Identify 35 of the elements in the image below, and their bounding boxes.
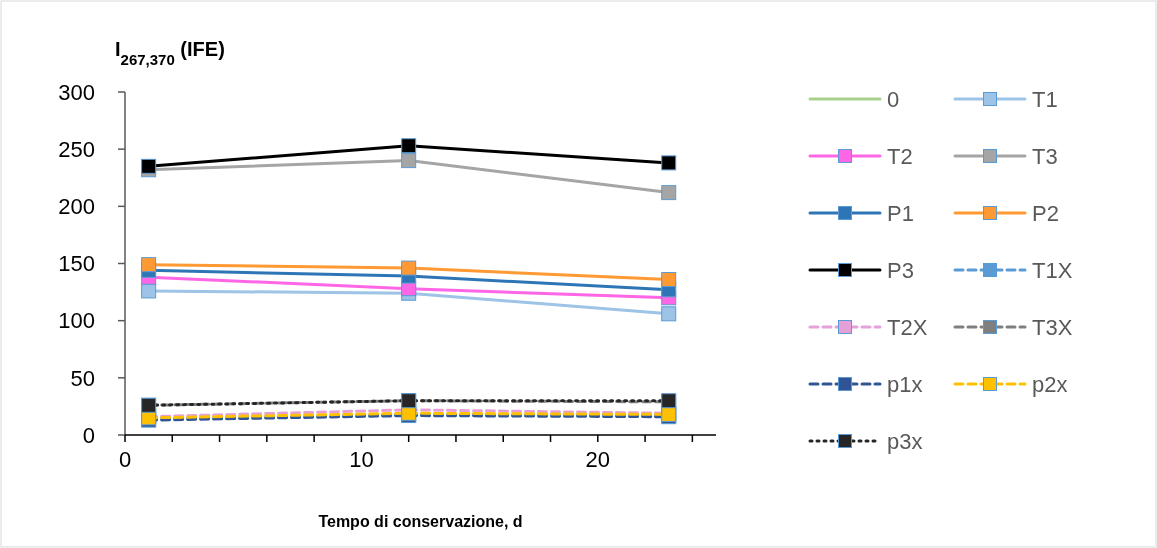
chart-title: I$_{267,370}$ (IFE) [115,38,225,68]
point [661,155,677,171]
point [401,153,417,169]
point [401,260,417,276]
point [141,257,157,273]
x-tick-label: 0 [118,447,132,472]
legend-label: p1x [887,371,923,397]
legend-label: T3 [1032,143,1058,169]
y-tick-label: 300 [58,79,95,105]
legend-label: p3x [887,428,923,454]
legend-label: 0 [887,86,900,112]
legend-label: T3X [1032,314,1073,340]
y-tick-label: 100 [58,308,95,334]
y-tick-label: 250 [58,136,95,162]
legend-label: T2X [887,314,928,340]
legend-label: P2 [1032,200,1059,226]
point [661,272,677,288]
y-tick-label: 150 [58,251,95,277]
legend-label: T2 [887,143,913,169]
point [141,283,157,299]
legend-label: T1 [1032,86,1058,112]
legend-label: T1X [1032,257,1073,283]
legend-label: P3 [887,257,914,283]
x-axis-title: Tempo di conservazione, d [318,513,523,530]
y-tick-label: 0 [82,422,95,448]
legend-label: P1 [887,200,914,226]
x-tick-label: 20 [585,447,611,472]
point [141,158,157,174]
y-tick-label: 200 [58,194,95,220]
x-tick-label: 10 [349,447,374,472]
point [661,185,677,201]
point [661,306,677,322]
legend-label: p2x [1032,371,1068,397]
point [401,138,417,154]
y-tick-label: 50 [70,365,95,391]
